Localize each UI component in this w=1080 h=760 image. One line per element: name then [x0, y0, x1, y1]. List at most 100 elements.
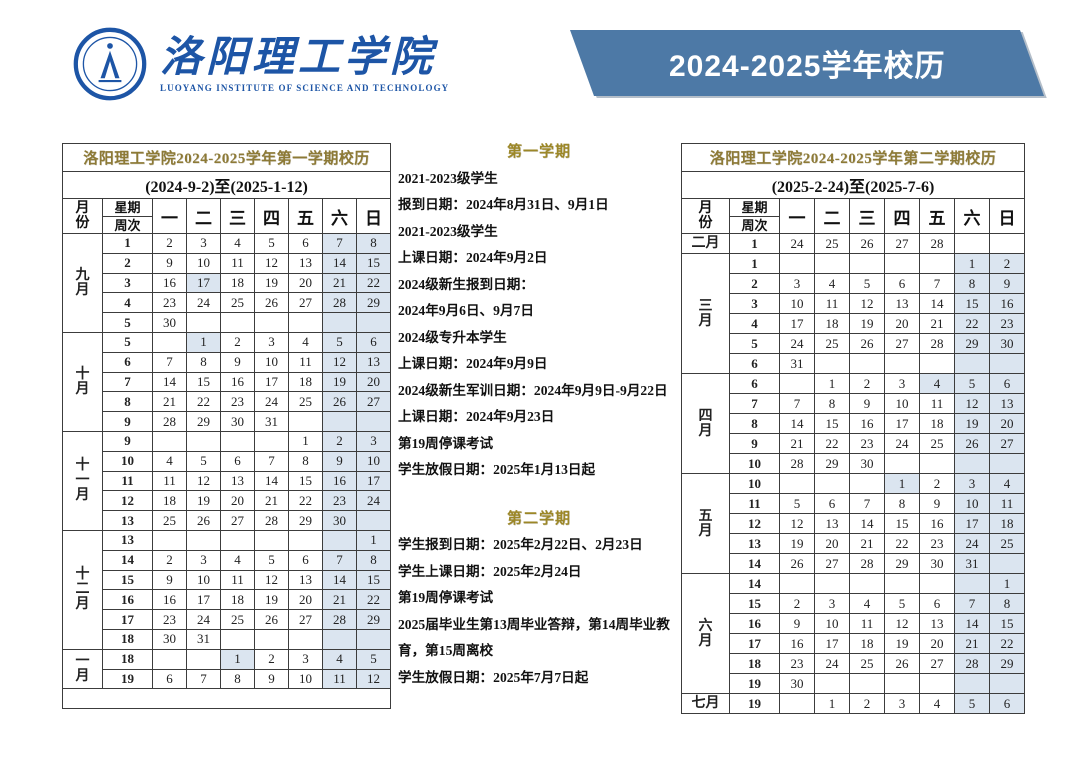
calendar-day-cell: 28	[152, 411, 187, 432]
calendar-day-cell	[322, 628, 357, 650]
calendar-day-cell: 7	[254, 450, 289, 472]
calendar-day-cell: 24	[186, 292, 221, 314]
week-number: 1	[102, 233, 153, 254]
calendar-day-cell: 27	[355, 391, 392, 413]
semester2-date-range: (2025-2-24)至(2025-7-6)	[680, 171, 1026, 199]
calendar-day-cell: 8	[988, 593, 1026, 614]
note-line: 2021-2023级学生	[398, 223, 498, 239]
calendar-day-cell	[849, 673, 885, 694]
calendar-day-cell: 24	[254, 391, 289, 413]
semester1-notes-title: 第一学期	[506, 144, 571, 160]
calendar-day-cell: 12	[779, 513, 815, 534]
calendar-day-cell: 13	[355, 351, 392, 373]
calendar-day-cell: 25	[220, 292, 255, 314]
calendar-day-cell	[355, 411, 392, 432]
calendar-day-cell: 30	[152, 628, 187, 650]
calendar-week-row: 13 19 20 21 22 23 24 25	[682, 533, 1026, 554]
calendar-day-cell: 9	[919, 493, 955, 514]
calendar-day-cell: 30	[220, 411, 255, 432]
calendar-day-cell: 9	[779, 613, 815, 634]
calendar-day-cell	[220, 529, 255, 551]
calendar-day-cell: 13	[988, 393, 1026, 414]
calendar-day-cell: 27	[884, 333, 920, 354]
calendar-day-cell: 3	[884, 693, 920, 714]
calendar-day-cell: 11	[220, 569, 255, 591]
calendar-day-cell: 2	[779, 593, 815, 614]
calendar-day-cell: 17	[254, 371, 289, 393]
calendar-day-cell	[849, 253, 885, 274]
calendar-day-cell: 2	[152, 233, 187, 254]
calendar-day-cell: 30	[779, 673, 815, 694]
calendar-day-cell: 30	[988, 333, 1026, 354]
calendar-day-cell: 29	[814, 453, 850, 474]
calendar-day-cell: 4	[220, 549, 255, 571]
calendar-day-cell: 15	[288, 470, 323, 492]
calendar-day-cell: 13	[919, 613, 955, 634]
calendar-day-cell: 31	[254, 411, 289, 432]
note-line: 上课日期：2024年9月9日	[398, 356, 548, 371]
calendar-week-row: 12 12 13 14 15 16 17 18	[682, 513, 1026, 534]
calendar-day-cell	[186, 529, 221, 551]
week-number: 8	[729, 413, 780, 434]
calendar-day-cell: 11	[152, 470, 187, 492]
calendar-day-cell: 3	[884, 373, 920, 394]
calendar-day-cell	[988, 673, 1026, 694]
calendar-day-cell: 15	[355, 252, 392, 274]
calendar-day-cell: 11	[849, 613, 885, 634]
calendar-day-cell: 7	[186, 668, 221, 690]
calendar-day-cell: 10	[884, 393, 920, 414]
calendar-day-cell	[884, 253, 920, 274]
holiday-day-cell: 4	[919, 373, 955, 394]
calendar-day-cell: 10	[186, 569, 221, 591]
week-number: 9	[729, 433, 780, 454]
calendar-day-cell: 10	[355, 450, 392, 472]
calendar-day-cell: 18	[849, 633, 885, 654]
calendar-day-cell: 18	[288, 371, 323, 393]
calendar-day-cell: 20	[814, 533, 850, 554]
calendar-day-cell: 25	[919, 433, 955, 454]
calendar-day-cell: 14	[919, 293, 955, 314]
calendar-day-cell	[186, 312, 221, 333]
calendar-day-cell: 11	[220, 252, 255, 274]
calendar-day-cell	[919, 573, 955, 594]
calendar-day-cell: 16	[779, 633, 815, 654]
calendar-day-cell: 2	[849, 693, 885, 714]
calendar-day-cell	[355, 312, 392, 333]
calendar-day-cell: 4	[988, 473, 1026, 494]
calendar-day-cell	[849, 353, 885, 374]
calendar-day-cell	[186, 430, 221, 452]
calendar-day-cell: 26	[254, 292, 289, 314]
calendar-day-cell: 21	[322, 272, 357, 294]
calendar-day-cell: 6	[152, 668, 187, 690]
calendar-day-cell: 15	[814, 413, 850, 434]
month-column-header: 月份	[681, 198, 730, 234]
calendar-day-cell: 4	[814, 273, 850, 294]
calendar-day-cell: 29	[288, 510, 323, 531]
calendar-day-cell: 24	[814, 653, 850, 674]
calendar-day-cell: 23	[322, 490, 357, 512]
calendar-day-cell: 8	[186, 351, 221, 373]
calendar-day-cell: 8	[814, 393, 850, 414]
calendar-day-cell: 21	[849, 533, 885, 554]
week-number: 12	[729, 513, 780, 534]
week-number: 4	[102, 292, 153, 314]
month-label: 七月	[681, 693, 730, 714]
month-label: 十月	[62, 331, 103, 432]
week-number: 1	[729, 253, 780, 274]
week-number: 6	[102, 351, 153, 373]
week-number: 3	[729, 293, 780, 314]
calendar-week-row: 9 28 29 30 31	[63, 411, 392, 432]
page-title-banner: 2024-2025学年校历	[569, 30, 1045, 96]
calendar-day-cell: 10	[954, 493, 990, 514]
calendar-day-cell: 26	[322, 391, 357, 413]
calendar-week-row: 13 25 26 27 28 29 30	[63, 510, 392, 531]
calendar-day-cell: 2	[220, 331, 255, 353]
calendar-week-row: 16 9 10 11 12 13 14 15	[682, 613, 1026, 634]
holiday-day-cell: 1	[186, 331, 221, 353]
week-number: 18	[102, 628, 153, 650]
calendar-day-cell: 5	[186, 450, 221, 472]
calendar-day-cell	[988, 553, 1026, 574]
calendar-week-row: 十二月 13 1	[62, 529, 392, 650]
calendar-day-cell: 8	[954, 273, 990, 294]
